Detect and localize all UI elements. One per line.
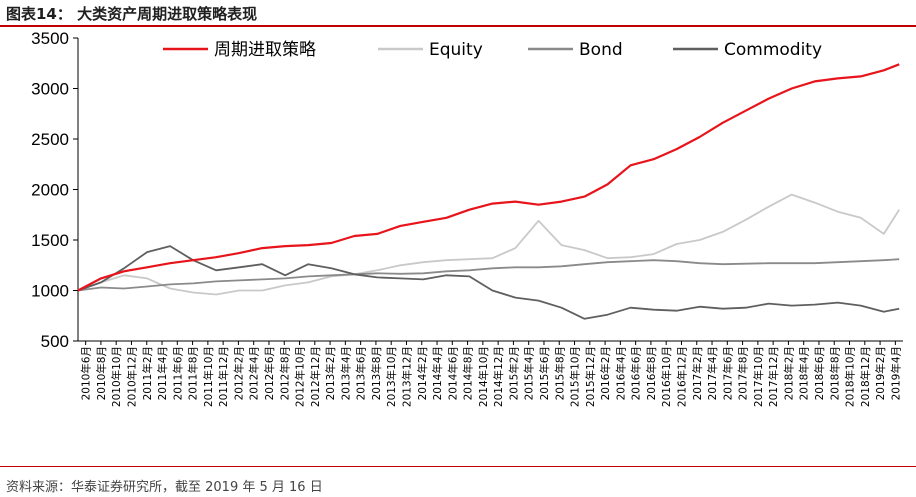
x-tick-label: 2017年6月 xyxy=(721,346,734,400)
x-tick-label: 2012年4月 xyxy=(248,346,261,400)
y-tick-label: 3500 xyxy=(31,29,69,48)
x-tick-label: 2011年2月 xyxy=(141,346,154,400)
series-line-bond xyxy=(77,258,900,292)
x-tick-label: 2011年4月 xyxy=(156,346,169,400)
y-tick-label: 2000 xyxy=(31,181,69,200)
x-tick-label: 2013年8月 xyxy=(370,346,383,400)
legend-commodity-label: Commodity xyxy=(724,40,822,60)
x-tick-label: 2014年6月 xyxy=(446,346,459,400)
x-tick-label: 2010年6月 xyxy=(80,346,93,400)
y-tick-label: 500 xyxy=(41,332,69,351)
y-tick-label: 1000 xyxy=(31,282,69,301)
x-tick-label: 2011年8月 xyxy=(187,346,200,400)
x-tick-label: 2018年4月 xyxy=(798,346,811,400)
y-tick-label: 2500 xyxy=(31,130,69,149)
x-tick-label: 2015年8月 xyxy=(553,346,566,400)
x-tick-label: 2015年2月 xyxy=(507,346,520,400)
x-tick-label: 2018年2月 xyxy=(782,346,795,400)
x-tick-label: 2015年10月 xyxy=(569,346,582,407)
x-tick-label: 2016年8月 xyxy=(645,346,658,400)
x-tick-label: 2012年12月 xyxy=(309,346,322,407)
x-tick-label: 2013年4月 xyxy=(339,346,352,400)
x-tick-label: 2017年2月 xyxy=(691,346,704,400)
x-tick-label: 2017年4月 xyxy=(706,346,719,400)
x-tick-label: 2016年4月 xyxy=(614,346,627,400)
series-line-equity xyxy=(77,193,900,296)
x-tick-label: 2011年6月 xyxy=(171,346,184,400)
bottom-divider xyxy=(0,466,916,467)
x-tick-label: 2015年12月 xyxy=(584,346,597,407)
x-tick-label: 2014年8月 xyxy=(462,346,475,400)
x-tick-label: 2017年12月 xyxy=(767,346,780,407)
x-tick-label: 2018年12月 xyxy=(859,346,872,407)
series-line-strategy xyxy=(77,63,900,292)
figure-title: 图表14： 大类资产周期进取策略表现 xyxy=(6,5,258,23)
x-tick-label: 2012年8月 xyxy=(278,346,291,400)
x-tick-label: 2017年10月 xyxy=(752,346,765,407)
x-tick-label: 2010年10月 xyxy=(110,346,123,407)
x-tick-label: 2016年2月 xyxy=(599,346,612,400)
x-tick-label: 2017年8月 xyxy=(737,346,750,400)
x-tick-label: 2015年6月 xyxy=(538,346,551,400)
x-tick-label: 2011年12月 xyxy=(217,346,230,407)
x-tick-label: 2012年2月 xyxy=(232,346,245,400)
line-chart: 500 1000 1500 2000 2500 3000 3500 2010年6月 2010年8… xyxy=(31,29,903,407)
chart-series xyxy=(77,63,900,320)
x-tick-label: 2010年12月 xyxy=(125,346,138,407)
x-tick-label: 2018年10月 xyxy=(844,346,857,407)
series-line-commodity xyxy=(77,245,900,320)
y-tick-label: 3000 xyxy=(31,80,69,99)
x-tick-label: 2013年2月 xyxy=(324,346,337,400)
x-tick-label: 2016年10月 xyxy=(660,346,673,407)
x-tick-label: 2012年10月 xyxy=(294,346,307,407)
top-divider xyxy=(0,25,916,27)
x-tick-label: 2019年2月 xyxy=(874,346,887,400)
chart-legend: 周期进取策略 Equity Bond Commodity xyxy=(163,40,822,60)
x-tick-label: 2018年8月 xyxy=(828,346,841,400)
x-tick-label: 2013年6月 xyxy=(355,346,368,400)
y-tick-label: 1500 xyxy=(31,231,69,250)
x-tick-label: 2012年6月 xyxy=(263,346,276,400)
x-tick-label: 2019年4月 xyxy=(889,346,902,400)
chart-axes: 500 1000 1500 2000 2500 3000 3500 2010年6月 2010年8… xyxy=(31,29,903,407)
x-tick-label: 2014年2月 xyxy=(416,346,429,400)
x-tick-label: 2016年6月 xyxy=(630,346,643,400)
legend-strategy-label: 周期进取策略 xyxy=(214,40,316,60)
x-tick-label: 2011年10月 xyxy=(202,346,215,407)
source-note: 资料来源：华泰证券研究所，截至 2019 年 5 月 16 日 xyxy=(6,480,323,495)
x-tick-label: 2014年12月 xyxy=(492,346,505,407)
x-tick-label: 2013年10月 xyxy=(385,346,398,407)
x-tick-label: 2014年4月 xyxy=(431,346,444,400)
legend-equity-label: Equity xyxy=(429,40,483,60)
x-tick-label: 2015年4月 xyxy=(523,346,536,400)
x-tick-label: 2010年8月 xyxy=(95,346,108,400)
x-tick-label: 2013年12月 xyxy=(400,346,413,407)
x-tick-label: 2018年6月 xyxy=(813,346,826,400)
x-tick-label: 2016年12月 xyxy=(675,346,688,407)
x-tick-label: 2014年10月 xyxy=(477,346,490,407)
legend-bond-label: Bond xyxy=(579,40,623,60)
